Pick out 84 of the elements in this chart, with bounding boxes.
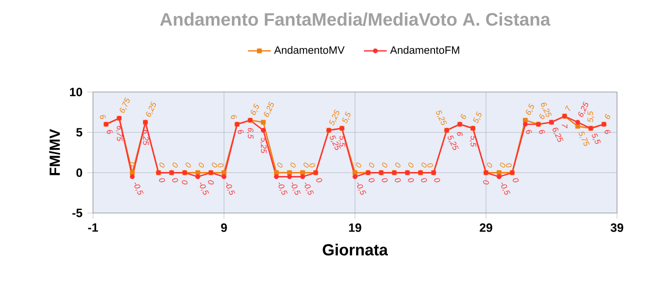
data-label: 5,5 bbox=[342, 111, 350, 124]
y-tick-label: -5 bbox=[72, 208, 82, 218]
data-label: 6,5 bbox=[250, 103, 259, 115]
data-label: -0,5 bbox=[200, 182, 210, 195]
data-label: -0,5 bbox=[278, 182, 288, 195]
data-label: 6 bbox=[100, 115, 106, 120]
x-axis-title: Giornata bbox=[322, 244, 388, 256]
y-axis-title: FM/MV bbox=[49, 128, 60, 176]
data-label: 0 bbox=[500, 162, 506, 168]
data-label: 0 bbox=[182, 180, 188, 184]
x-tick-label: 29 bbox=[480, 223, 492, 232]
data-label: 5,25 bbox=[328, 109, 340, 126]
data-label: 0 bbox=[382, 162, 388, 168]
data-label: 6 bbox=[106, 130, 113, 134]
data-label: 6,25 bbox=[264, 101, 274, 117]
data-label: 6,25 bbox=[146, 101, 156, 117]
y-tick-label: 10 bbox=[70, 88, 82, 96]
data-label: 5,25 bbox=[330, 136, 341, 150]
data-label: 0 bbox=[159, 178, 165, 182]
data-label: 5,5 bbox=[592, 134, 601, 144]
data-label: 6 bbox=[456, 132, 463, 136]
data-label: -0,5 bbox=[357, 182, 366, 195]
data-label: 0 bbox=[421, 178, 427, 182]
x-tick-label: 19 bbox=[349, 223, 362, 232]
data-label: 5,25 bbox=[448, 136, 459, 150]
data-label: 0 bbox=[208, 180, 214, 184]
data-label: -0,5 bbox=[304, 182, 314, 195]
data-label: 0 bbox=[304, 162, 309, 168]
data-label: 0 bbox=[421, 162, 427, 168]
y-tick-label: 0 bbox=[76, 168, 82, 177]
y-tick-label: 5 bbox=[76, 128, 82, 137]
data-label: 0 bbox=[309, 163, 316, 168]
data-label: 6,25 bbox=[578, 101, 588, 117]
data-label: 0 bbox=[434, 178, 440, 182]
data-label: 0 bbox=[394, 178, 401, 182]
data-label: 0 bbox=[218, 163, 224, 168]
x-tick-label: 39 bbox=[610, 223, 624, 232]
data-label: 0 bbox=[483, 180, 489, 184]
data-label: -0,5 bbox=[292, 182, 301, 195]
x-tick-label: -1 bbox=[88, 223, 98, 232]
data-label: 0 bbox=[486, 162, 492, 168]
data-label: -0,5 bbox=[134, 182, 144, 195]
data-label: 0 bbox=[172, 178, 178, 182]
data-label: 0 bbox=[512, 178, 519, 182]
data-label: 6 bbox=[604, 114, 610, 120]
data-label: 0 bbox=[186, 162, 191, 168]
data-label: 0 bbox=[427, 163, 434, 168]
data-label: 0 bbox=[277, 162, 283, 168]
data-label: 5,75 bbox=[578, 132, 590, 146]
data-label: 0 bbox=[290, 162, 296, 168]
data-label: 0 bbox=[356, 162, 362, 168]
data-label: 0 bbox=[172, 162, 178, 168]
data-label: 0 bbox=[159, 162, 165, 168]
data-label: 6 bbox=[604, 130, 610, 134]
chart-title: Andamento FantaMedia/MediaVoto A. Cistana bbox=[160, 12, 550, 26]
data-label: 6 bbox=[238, 130, 244, 134]
data-label: 6,25 bbox=[552, 128, 564, 142]
data-label: 7 bbox=[562, 124, 568, 128]
data-label: 0 bbox=[212, 162, 218, 168]
data-label: 5,5 bbox=[473, 111, 482, 124]
legend-label: AndamentoFM bbox=[390, 46, 460, 54]
legend-label: AndamentoMV bbox=[274, 46, 345, 54]
data-label: 5,5 bbox=[588, 111, 594, 122]
data-label: 6,75 bbox=[120, 97, 130, 113]
data-label: 6 bbox=[526, 130, 532, 134]
data-label: 0 bbox=[506, 163, 512, 168]
data-label: 0 bbox=[408, 162, 414, 168]
data-label: -0,5 bbox=[501, 182, 510, 195]
data-label: 0 bbox=[395, 162, 400, 168]
data-label: 6 bbox=[230, 115, 237, 120]
data-label: 6 bbox=[460, 114, 466, 120]
data-label: 0 bbox=[369, 162, 374, 168]
data-label: 5,25 bbox=[436, 110, 448, 125]
data-label: 6 bbox=[539, 130, 545, 134]
data-label: 0 bbox=[408, 178, 414, 182]
x-tick-label: 9 bbox=[221, 223, 227, 232]
data-label: 0 bbox=[382, 178, 388, 182]
data-label: -0,5 bbox=[226, 182, 236, 195]
data-label: 6,5 bbox=[246, 128, 254, 139]
data-label: 7 bbox=[565, 105, 570, 112]
data-label: 0 bbox=[368, 178, 375, 182]
data-label: 0 bbox=[198, 162, 204, 168]
data-label: 0 bbox=[316, 178, 322, 182]
data-label: 6,5 bbox=[526, 103, 534, 115]
